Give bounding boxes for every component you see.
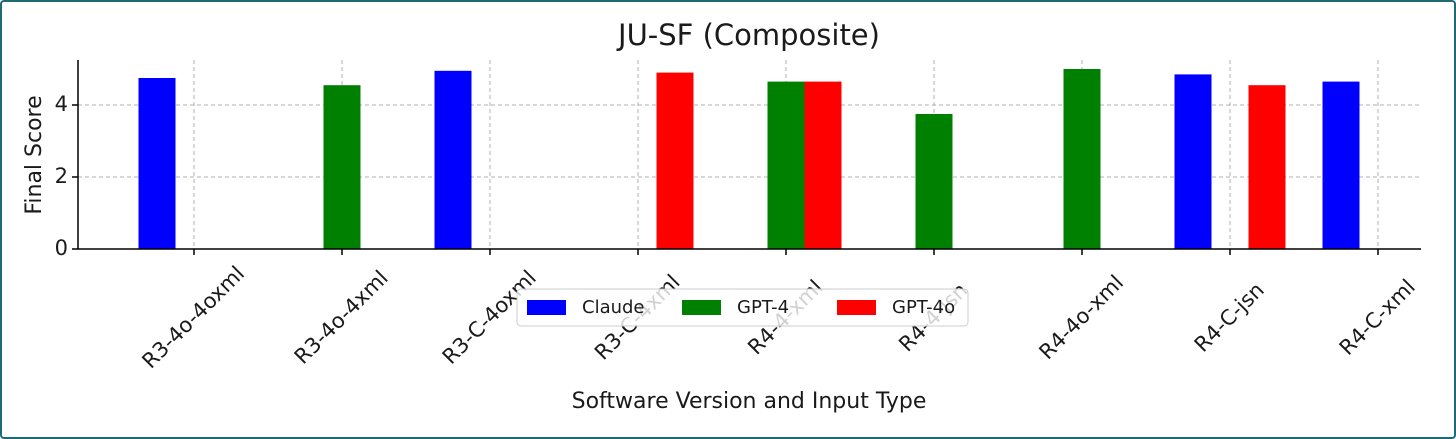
bar — [1248, 85, 1286, 249]
bar — [323, 85, 361, 249]
bar — [915, 114, 953, 249]
legend-box — [516, 288, 969, 327]
y-tick-label: 2 — [55, 164, 68, 188]
bar — [434, 70, 472, 249]
y-axis-label: Final Score — [22, 95, 47, 214]
bar — [804, 81, 842, 249]
bar — [1322, 81, 1360, 249]
legend-swatch — [527, 300, 566, 315]
legend-label: Claude — [582, 297, 645, 318]
y-tick-label: 0 — [55, 236, 68, 260]
x-axis-label: Software Version and Input Type — [572, 389, 927, 414]
bar — [138, 78, 176, 249]
bar — [1174, 74, 1212, 250]
legend-label: GPT-4 — [737, 297, 789, 318]
legend-swatch — [682, 300, 721, 315]
y-tick-label: 4 — [55, 92, 68, 116]
bar — [656, 72, 694, 249]
bar — [1063, 69, 1101, 249]
legend-swatch — [837, 300, 876, 315]
legend-label: GPT-4o — [892, 297, 955, 318]
chart-title: JU-SF (Composite) — [616, 18, 880, 52]
bar — [767, 81, 805, 249]
